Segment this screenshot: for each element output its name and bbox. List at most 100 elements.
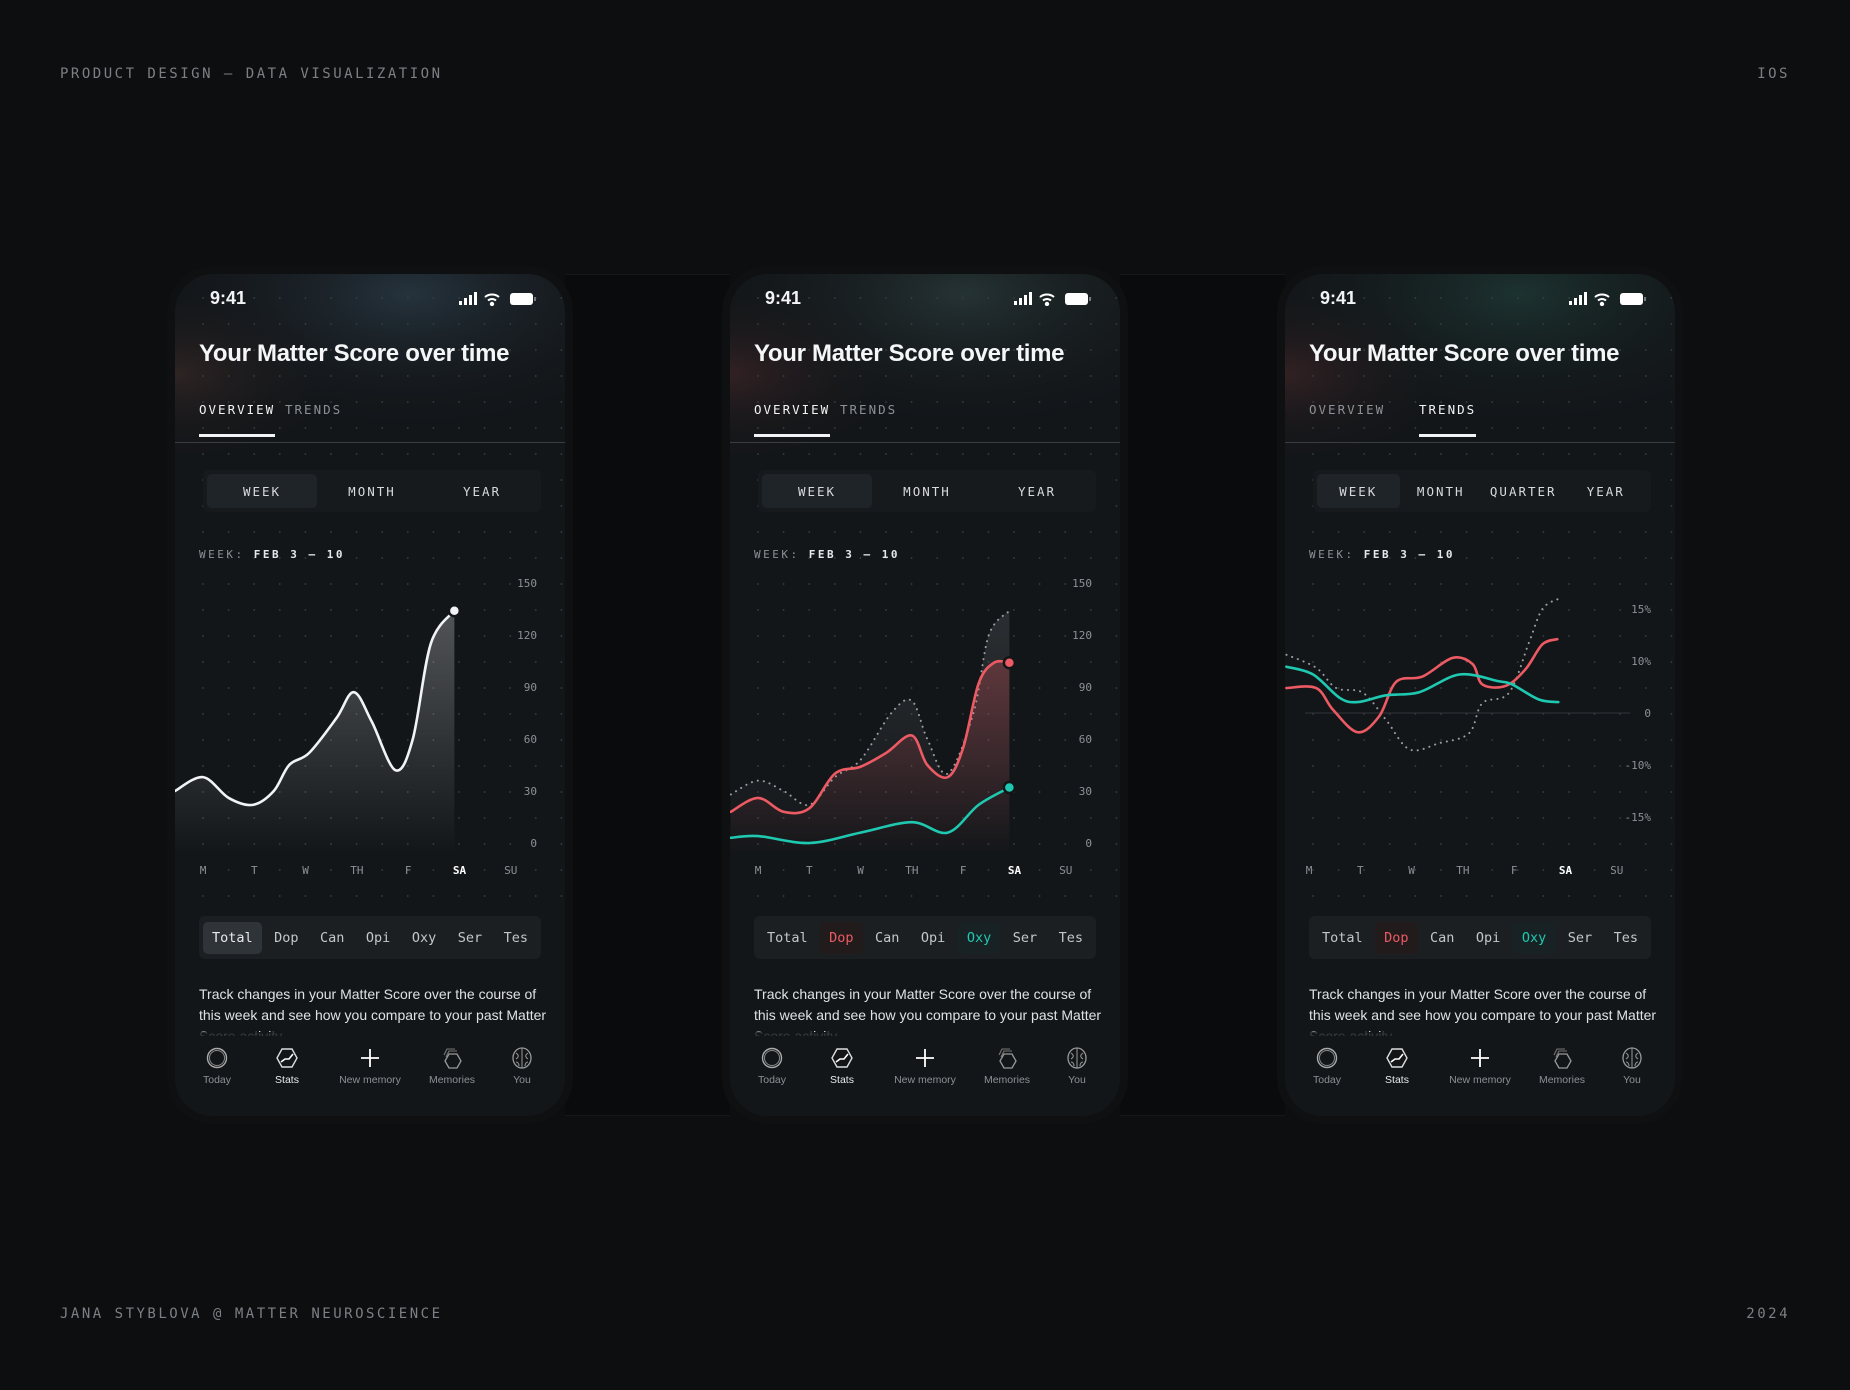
nav-stats[interactable]: Stats <box>252 1046 322 1086</box>
period-month[interactable]: MONTH <box>348 483 396 499</box>
nav-stats[interactable]: Stats <box>1362 1046 1432 1086</box>
stacked-hexagons-icon <box>998 1048 1017 1069</box>
plus-icon <box>916 1049 934 1067</box>
period-year[interactable]: YEAR <box>1017 483 1057 499</box>
nav-today[interactable]: Today <box>737 1046 807 1086</box>
score-chart: 15% 10% 0 -10% -15% M T W TH F SA SU <box>1285 597 1652 877</box>
nav-you[interactable]: You <box>487 1046 557 1086</box>
chip-ser[interactable]: Ser <box>457 929 483 946</box>
period-quarter[interactable]: QUARTER <box>1489 483 1557 499</box>
chip-oxy[interactable]: Oxy <box>1512 921 1556 954</box>
y-tick-label: -10% <box>1625 759 1652 772</box>
nav-new-memory[interactable]: New memory <box>890 1046 960 1086</box>
nav-memories[interactable]: Memories <box>972 1046 1042 1086</box>
period-month[interactable]: MONTH <box>903 483 951 499</box>
y-tick-label: 120 <box>517 629 537 642</box>
week-label: WEEK: <box>199 548 245 561</box>
tab-overview[interactable]: OVERVIEW <box>199 402 276 437</box>
nav-label: New memory <box>1449 1074 1511 1086</box>
nav-label: Stats <box>275 1074 299 1086</box>
stats-hexagon-icon <box>276 1048 298 1068</box>
page-title: Your Matter Score over time <box>754 340 1065 367</box>
chip-opi[interactable]: Opi <box>920 929 946 946</box>
chip-tes[interactable]: Tes <box>1613 929 1638 946</box>
tab-bar <box>1285 1032 1675 1116</box>
y-tick-label: 60 <box>524 733 537 746</box>
tab-overview[interactable]: OVERVIEW <box>754 402 831 437</box>
chip-tes[interactable]: Tes <box>1058 929 1083 946</box>
backplate <box>1120 274 1285 1116</box>
period-year[interactable]: YEAR <box>462 483 502 499</box>
tab-overview[interactable]: OVERVIEW <box>1309 402 1386 417</box>
nav-you[interactable]: You <box>1042 1046 1112 1086</box>
nav-label: Today <box>1312 1074 1342 1086</box>
nav-memories[interactable]: Memories <box>417 1046 487 1086</box>
x-tick-label: TH <box>1456 864 1469 877</box>
ring-icon <box>761 1047 783 1069</box>
status-icons <box>1569 292 1646 306</box>
x-tick-label: T <box>806 864 813 877</box>
tab-trends[interactable]: TRENDS <box>1419 402 1477 437</box>
x-tick-label: F <box>1511 864 1518 877</box>
nav-stats[interactable]: Stats <box>807 1046 877 1086</box>
y-tick-label: 90 <box>524 681 537 694</box>
period-week[interactable]: WEEK <box>207 474 317 508</box>
chip-dop[interactable]: Dop <box>274 929 299 946</box>
nav-memories[interactable]: Memories <box>1527 1046 1597 1086</box>
series-total-marker[interactable] <box>447 603 462 618</box>
chip-opi[interactable]: Opi <box>1475 929 1501 946</box>
chip-total[interactable]: Total <box>1322 929 1363 946</box>
phone-screen: 9:41 Your Matter Score over time OVERVIEW… <box>1285 274 1675 1116</box>
series-oxy-marker[interactable] <box>1002 780 1017 795</box>
battery-icon <box>1620 293 1646 305</box>
score-chart: 150 120 90 60 30 0 M T W TH F SA SU <box>730 577 1092 877</box>
period-year[interactable]: YEAR <box>1586 483 1625 499</box>
chip-total[interactable]: Total <box>767 929 808 946</box>
x-tick-label: SA <box>1008 864 1022 877</box>
chip-oxy[interactable]: Oxy <box>957 921 1001 954</box>
plus-icon <box>1471 1049 1489 1067</box>
period-week[interactable]: WEEK <box>1317 474 1400 508</box>
tab-trends[interactable]: TRENDS <box>840 402 898 417</box>
chip-dop[interactable]: Dop <box>1375 921 1418 954</box>
chip-can[interactable]: Can <box>1430 929 1455 946</box>
chip-total[interactable]: Total <box>203 921 262 954</box>
status-time: 9:41 <box>1320 288 1357 308</box>
nav-today[interactable]: Today <box>182 1046 252 1086</box>
chip-can[interactable]: Can <box>320 929 345 946</box>
tab-divider <box>1285 442 1675 443</box>
nav-new-memory[interactable]: New memory <box>1445 1046 1515 1086</box>
chip-dop[interactable]: Dop <box>820 921 863 954</box>
tab-trends[interactable]: TRENDS <box>285 402 343 417</box>
chip-can[interactable]: Can <box>875 929 900 946</box>
week-range: FEB 3 – 10 <box>808 548 900 561</box>
x-tick-label: M <box>200 864 207 877</box>
chip-opi[interactable]: Opi <box>365 929 391 946</box>
series-dop-marker[interactable] <box>1002 655 1017 670</box>
period-week[interactable]: WEEK <box>762 474 872 508</box>
nav-you[interactable]: You <box>1597 1046 1667 1086</box>
x-tick-label: M <box>1306 864 1313 877</box>
nav-new-memory[interactable]: New memory <box>335 1046 405 1086</box>
wifi-icon <box>1039 293 1055 306</box>
chip-oxy[interactable]: Oxy <box>411 929 437 946</box>
x-tick-label: W <box>857 864 864 877</box>
status-icons <box>459 292 536 306</box>
week-label: WEEK: <box>1309 548 1355 561</box>
nav-label: Memories <box>983 1074 1031 1086</box>
ring-icon <box>206 1047 228 1069</box>
period-month[interactable]: MONTH <box>1416 483 1465 499</box>
chip-ser[interactable]: Ser <box>1567 929 1593 946</box>
nav-label: Memories <box>428 1074 476 1086</box>
chip-ser[interactable]: Ser <box>1012 929 1038 946</box>
nav-label: Today <box>202 1074 232 1086</box>
compound-filter: Total Dop Can Opi Oxy Ser Tes <box>199 916 541 959</box>
x-tick-label: T <box>1357 864 1364 877</box>
nav-today[interactable]: Today <box>1292 1046 1362 1086</box>
chip-tes[interactable]: Tes <box>503 929 528 946</box>
series-total-line <box>175 609 456 807</box>
footer-left-caption: JANA STYBLOVA @ MATTER NEUROSCIENCE <box>60 1306 443 1322</box>
x-tick-label: TH <box>350 864 363 877</box>
period-selector: WEEK MONTH QUARTER YEAR <box>1313 470 1651 512</box>
battery-icon <box>1065 293 1091 305</box>
